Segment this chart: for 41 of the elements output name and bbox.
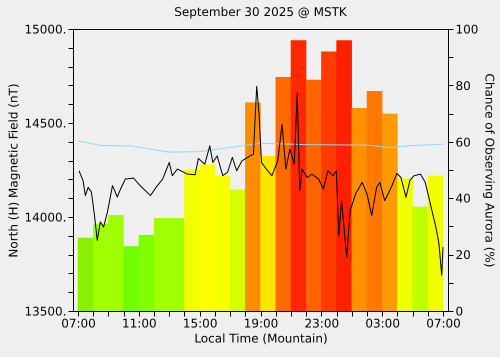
bar: [397, 178, 413, 311]
x-tick-label: 23:00: [304, 316, 340, 330]
bar: [290, 40, 306, 311]
x-tick-label: 19:00: [244, 316, 278, 330]
y2-tick-label: 0: [456, 304, 464, 318]
bar: [382, 114, 398, 311]
line-series: [78, 140, 444, 153]
y-tick-label: 13500.: [24, 304, 66, 318]
y2-axis-title: Chance of Observing Aurora (%): [482, 74, 496, 268]
x-axis-title: Local Time (Mountain): [194, 332, 328, 346]
bar: [428, 176, 444, 311]
y-tick-label: 14500.: [24, 116, 66, 130]
x-tick-label: 15:00: [182, 316, 218, 330]
x-tick-label: 03:00: [365, 316, 400, 330]
bar: [123, 246, 140, 311]
bar: [366, 91, 382, 311]
y2-tick-label: 80: [456, 78, 471, 93]
x-tick-label: 07:00: [426, 316, 461, 330]
y2-tick-label: 20: [456, 248, 471, 262]
bar: [276, 76, 292, 311]
y-tick-label: 15000.: [24, 22, 66, 36]
bar: [78, 238, 94, 311]
line-series: [78, 86, 444, 276]
y2-tick-label: 40: [456, 192, 471, 206]
x-tick-label: 11:00: [122, 316, 157, 330]
bar: [184, 170, 200, 311]
bar: [352, 108, 368, 311]
bar: [138, 234, 154, 311]
bar: [336, 40, 352, 311]
y-axis-title: North (H) Magnetic Field (nT): [6, 83, 21, 258]
bar: [245, 102, 261, 311]
bar: [321, 52, 337, 311]
chart-title: September 30 2025 @ MSTK: [174, 5, 348, 19]
x-tick-label: 07:00: [61, 316, 96, 330]
y2-tick-label: 100: [456, 22, 478, 36]
bar: [260, 156, 276, 311]
y-tick-label: 14000.: [24, 210, 66, 224]
bar: [306, 80, 322, 311]
y2-tick-label: 60: [456, 135, 471, 150]
bar: [230, 190, 246, 311]
bar: [412, 206, 428, 311]
